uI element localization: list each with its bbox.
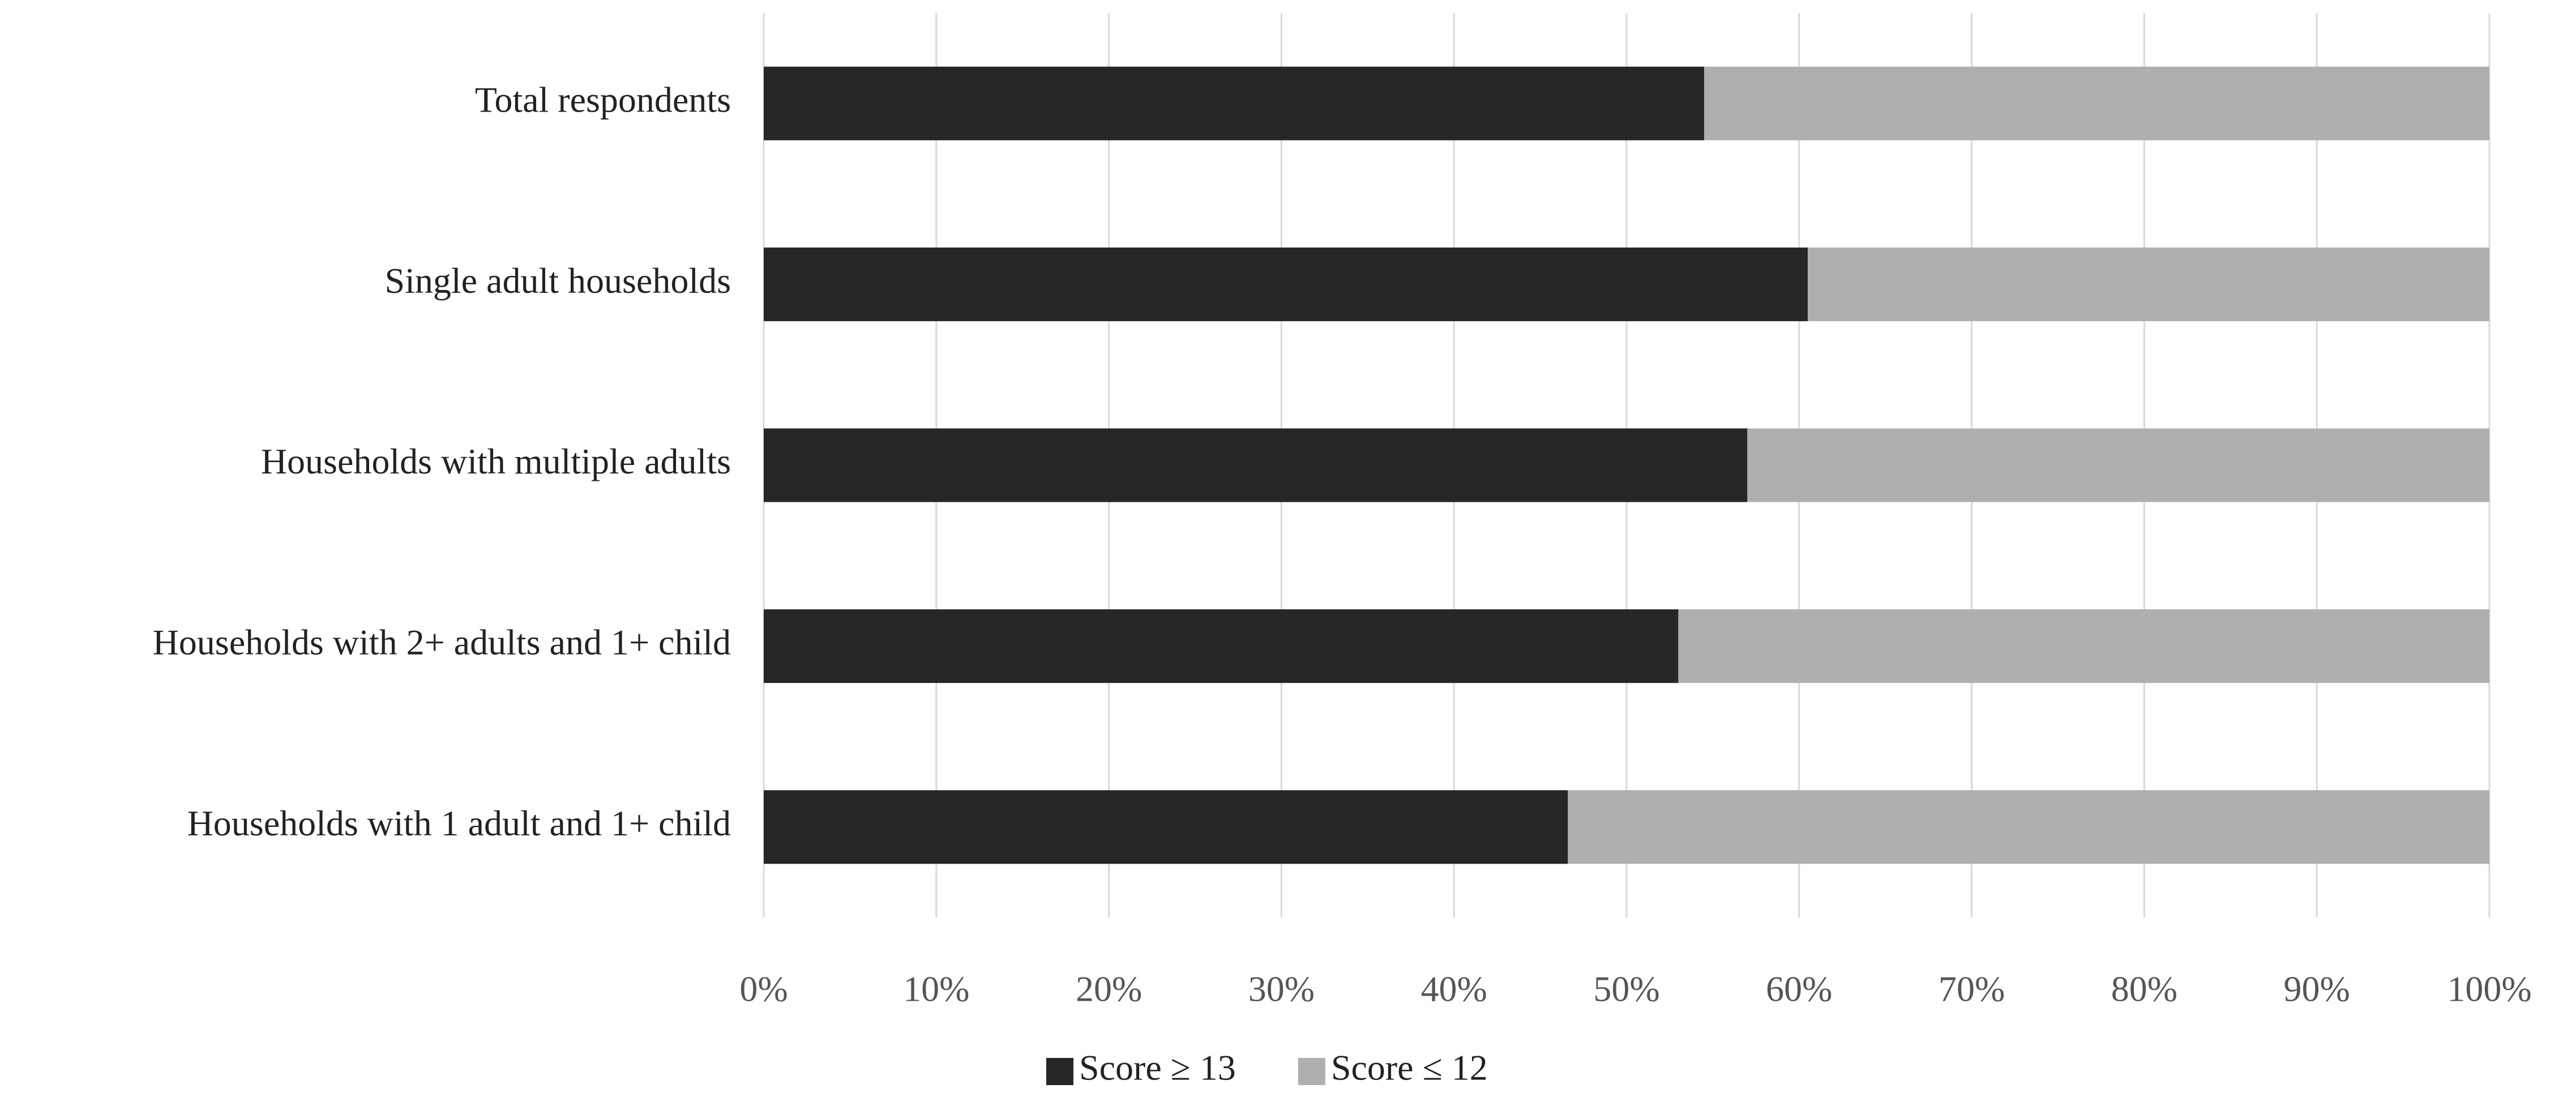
x-tick-label: 20% xyxy=(1076,969,1142,1009)
bar-segment xyxy=(1568,790,2489,864)
legend-label: Score ≤ 12 xyxy=(1331,1048,1488,1088)
bar-segment xyxy=(1808,247,2489,322)
y-tick-label: Total respondents xyxy=(475,79,731,119)
bar-segment xyxy=(1678,609,2489,683)
x-tick-label: 100% xyxy=(2447,969,2531,1009)
x-tick-label: 0% xyxy=(739,969,788,1009)
y-tick-label: Single adult households xyxy=(384,261,731,301)
bar-segment xyxy=(764,428,1748,502)
bar-segment xyxy=(1747,428,2489,502)
x-tick-label: 50% xyxy=(1593,969,1659,1009)
y-tick-label: Households with 1 adult and 1+ child xyxy=(187,803,731,843)
bar-segment xyxy=(764,609,1679,683)
bar-segment xyxy=(764,247,1808,322)
x-tick-label: 10% xyxy=(903,969,969,1009)
x-tick-label: 30% xyxy=(1248,969,1315,1009)
legend-swatch xyxy=(1298,1058,1325,1085)
x-tick-label: 60% xyxy=(1766,969,1832,1009)
legend-label: Score ≥ 13 xyxy=(1079,1048,1236,1088)
y-tick-label: Households with 2+ adults and 1+ child xyxy=(153,622,731,663)
x-tick-label: 80% xyxy=(2111,969,2177,1009)
x-tick-label: 70% xyxy=(1939,969,2005,1009)
bar-segment xyxy=(1704,66,2489,140)
bar-segment xyxy=(764,790,1568,864)
x-tick-label: 90% xyxy=(2284,969,2350,1009)
y-tick-label: Households with multiple adults xyxy=(261,441,731,481)
legend-swatch xyxy=(1046,1058,1073,1085)
bar-segment xyxy=(764,66,1705,140)
x-tick-label: 40% xyxy=(1421,969,1487,1009)
